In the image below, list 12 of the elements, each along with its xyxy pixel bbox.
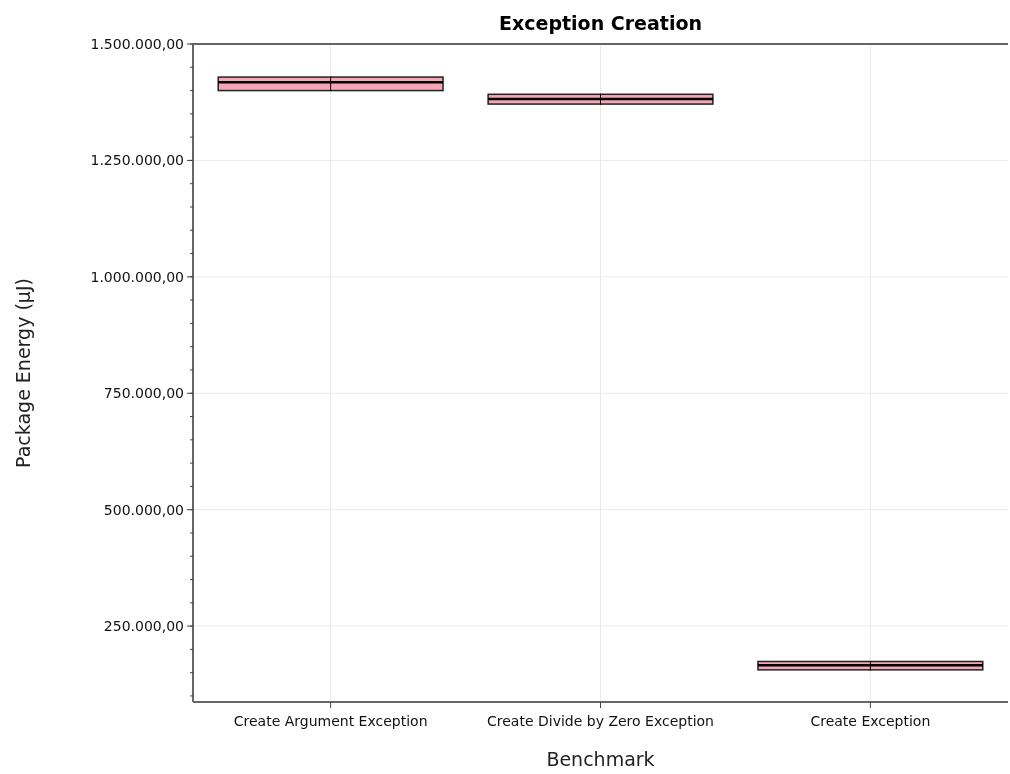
x-tick-label: Create Exception [810, 713, 931, 729]
y-tick-label: 1.250.000,00 [90, 152, 184, 169]
y-tick-label: 250.000,00 [103, 617, 184, 634]
chart-title: Exception Creation [499, 12, 702, 34]
y-tick-label: 750.000,00 [103, 385, 184, 402]
x-axis-title: Benchmark [546, 748, 655, 770]
x-tick-label: Create Argument Exception [233, 713, 428, 729]
y-axis-title: Package Energy (µJ) [12, 278, 34, 468]
x-tick-label: Create Divide by Zero Exception [487, 713, 714, 729]
y-tick-label: 1.000.000,00 [90, 268, 184, 285]
y-tick-label: 1.500.000,00 [90, 35, 184, 52]
y-tick-label: 500.000,00 [103, 501, 184, 518]
